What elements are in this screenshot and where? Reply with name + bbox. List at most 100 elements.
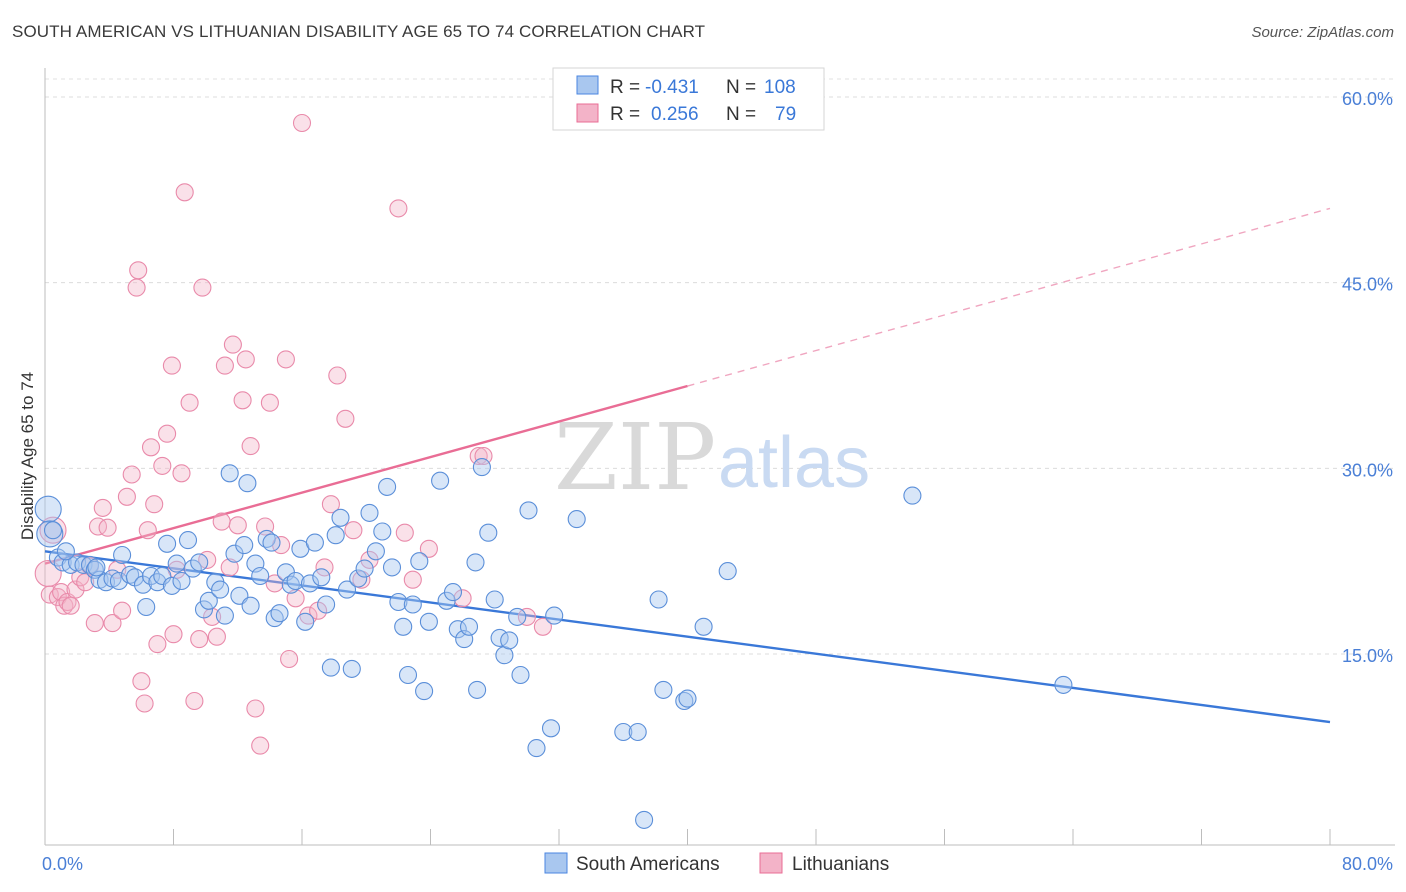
point-lithuanians [145, 495, 164, 514]
point-south-americans [199, 591, 218, 610]
legend-swatch-south-americans [576, 75, 599, 95]
point-lithuanians [52, 583, 71, 602]
point-south-americans [448, 620, 467, 639]
point-south-americans [331, 508, 350, 527]
point-south-americans [479, 523, 498, 542]
point-south-americans [296, 612, 315, 631]
point-lithuanians [469, 446, 488, 466]
point-south-americans [215, 606, 234, 625]
point-lithuanians [172, 464, 191, 483]
point-lithuanians [127, 278, 146, 297]
point-south-americans [410, 552, 429, 571]
point-lithuanians [260, 393, 279, 412]
y-tick-label: 15.0% [1342, 646, 1393, 666]
point-south-americans [211, 580, 230, 599]
point-south-americans [158, 534, 177, 553]
point-south-americans [567, 510, 586, 529]
point-lithuanians [292, 113, 312, 133]
point-lithuanians [228, 516, 247, 535]
legend-bottom: South Americans Lithuanians [544, 852, 889, 875]
point-south-americans [459, 617, 479, 636]
point-lithuanians [61, 596, 80, 615]
point-south-americans [403, 595, 422, 614]
point-lithuanians [39, 516, 67, 544]
legend-n-label-1: N = [726, 77, 756, 98]
trend-lines [44, 207, 1331, 724]
point-lithuanians [419, 539, 438, 558]
point-south-americans [718, 562, 737, 581]
point-lithuanians [185, 691, 204, 711]
point-lithuanians [148, 635, 167, 654]
point-lithuanians [453, 589, 472, 608]
point-south-americans [398, 665, 418, 685]
point-south-americans [262, 533, 281, 552]
point-lithuanians [403, 570, 422, 589]
x-tick-label: 80.0% [1342, 854, 1393, 874]
point-south-americans [466, 553, 485, 572]
point-lithuanians [251, 736, 270, 755]
point-south-americans [545, 606, 564, 625]
y-tick-label: 60.0% [1342, 89, 1393, 109]
point-lithuanians [135, 694, 154, 713]
point-south-americans [137, 597, 156, 617]
point-lithuanians [88, 517, 108, 536]
point-lithuanians [158, 424, 177, 443]
point-south-americans [87, 558, 106, 577]
point-south-americans [178, 531, 198, 550]
legend-swatch-lithuanians [576, 103, 599, 123]
point-south-americans [654, 680, 673, 699]
point-lithuanians [132, 672, 151, 691]
point-south-americans [286, 571, 305, 591]
y-tick-label: 45.0% [1342, 275, 1393, 295]
point-lithuanians [190, 630, 209, 649]
point-lithuanians [246, 699, 265, 718]
point-south-americans [305, 533, 324, 552]
legend-r-value-south-americans: -0.431 [645, 77, 699, 98]
point-lithuanians [162, 356, 181, 375]
point-lithuanians [85, 614, 104, 633]
point-south-americans [511, 665, 530, 685]
point-lithuanians [153, 456, 172, 475]
point-south-americans [389, 592, 408, 612]
point-south-americans [321, 658, 340, 677]
point-lithuanians [276, 350, 295, 369]
point-lithuanians [117, 487, 136, 506]
point-lithuanians [265, 574, 284, 593]
point-lithuanians [212, 512, 231, 531]
legend-bottom-lithuanians: Lithuanians [792, 854, 889, 875]
point-lithuanians [280, 649, 299, 669]
point-south-americans [394, 617, 413, 636]
trend-lithuanians-extension [687, 207, 1331, 387]
point-south-americans [628, 722, 647, 742]
point-south-americans [500, 631, 519, 650]
point-south-americans [694, 617, 713, 636]
legend-r-label-1: R = [610, 77, 640, 98]
watermark-atlas: atlas [718, 423, 870, 503]
point-south-americans [903, 486, 922, 505]
point-south-americans [415, 682, 434, 701]
legend-r-label-2: R = [610, 104, 640, 125]
point-south-americans [238, 474, 257, 493]
point-south-americans [194, 600, 214, 619]
point-lithuanians [328, 366, 347, 385]
legend-n-value-south-americans: 108 [764, 77, 796, 98]
point-south-americans [220, 464, 239, 483]
point-south-americans [675, 691, 694, 711]
point-south-americans [678, 689, 697, 708]
point-south-americans [378, 477, 397, 496]
legend-n-label-2: N = [726, 104, 756, 125]
point-south-americans [614, 722, 633, 742]
point-lithuanians [215, 356, 234, 375]
point-lithuanians [93, 498, 112, 517]
point-south-americans [355, 559, 374, 578]
point-south-americans [167, 554, 186, 573]
point-south-americans [468, 680, 487, 699]
point-south-americans [34, 495, 62, 523]
point-south-americans [300, 574, 320, 593]
point-south-americans [270, 604, 289, 623]
point-south-americans [366, 542, 385, 561]
point-south-americans [342, 659, 361, 678]
point-south-americans [360, 503, 379, 522]
point-south-americans [312, 568, 331, 587]
